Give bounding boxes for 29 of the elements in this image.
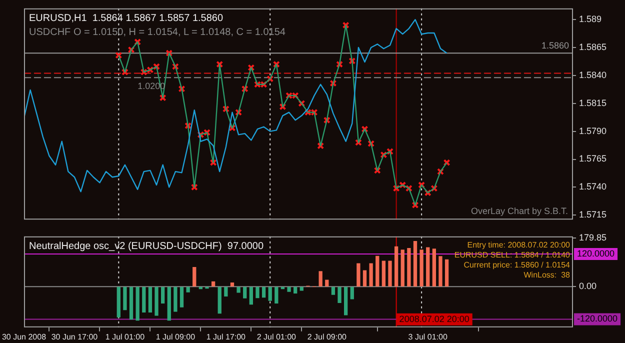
text: NeutralHedge osc_v2 (EURUSD-USDCHF) 97.0000 bbox=[29, 241, 264, 252]
x-tick-label: 2 Jul 01:00 bbox=[256, 332, 297, 342]
annotation: OverLay Chart by S.B.T. bbox=[470, 206, 568, 216]
ref-line-label: -120.0000 bbox=[577, 314, 618, 324]
y-tick-label: 1.5715 bbox=[579, 210, 607, 220]
y-tick-label: 179.85 bbox=[579, 232, 607, 242]
y-tick-label: 1.5840 bbox=[579, 70, 607, 80]
y-tick-label: 1.5815 bbox=[579, 98, 607, 108]
y-tick-label: 1.5790 bbox=[579, 126, 607, 136]
x-tick-label: 3 Jul 01:00 bbox=[408, 332, 448, 342]
annotation: WinLoss: 38 bbox=[524, 270, 571, 280]
y-tick-label: 1.5865 bbox=[579, 42, 607, 52]
y-tick-label: 1.5740 bbox=[579, 182, 607, 192]
y-tick-label: 0.00 bbox=[579, 281, 597, 292]
text: USDCHF O = 1.0150, H = 1.0154, L = 1.0148, C = 1.0154 bbox=[29, 27, 286, 38]
x-tick-label: 2 Jul 09:00 bbox=[307, 332, 348, 342]
text: EURUSD,H1 1.5864 1.5867 1.5857 1.5860 bbox=[29, 13, 224, 24]
x-tick-label: 1 Jul 09:00 bbox=[156, 332, 196, 342]
x-tick-label: 30 Jun 17:00 bbox=[51, 332, 98, 342]
y-tick-label: 1.589 bbox=[579, 14, 602, 24]
ref-line-label: 120.0000 bbox=[577, 248, 615, 259]
annotation: Entry time: 2008.07.02 20:00 bbox=[467, 240, 571, 250]
ref-line-label: 1.5860 bbox=[541, 40, 569, 51]
x-tick-label: 1 Jul 01:00 bbox=[105, 332, 146, 342]
x-tick-label: 30 Jun 2008 bbox=[2, 332, 47, 342]
ref-line-label: 2008.07.02 20:00 bbox=[399, 314, 470, 324]
x-tick-label: 1 Jul 17:00 bbox=[206, 332, 246, 342]
y-tick-label: 1.5765 bbox=[579, 154, 607, 164]
annotation: Current price: 1.5860 / 1.0154 bbox=[464, 260, 571, 270]
